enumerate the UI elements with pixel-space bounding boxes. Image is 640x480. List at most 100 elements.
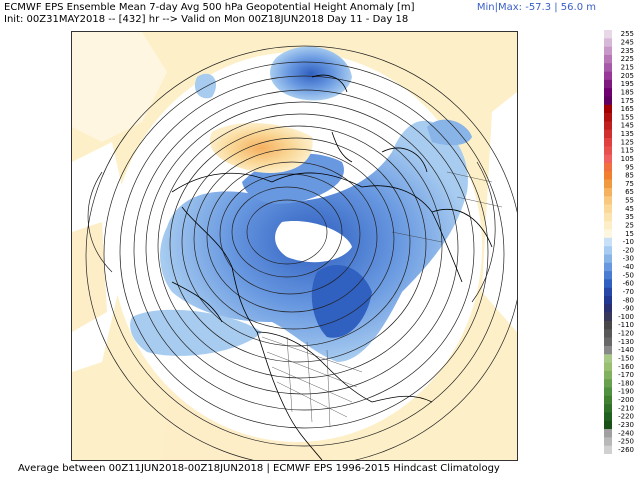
colorbar-swatch (604, 237, 612, 247)
colorbar-label: -120 (618, 330, 634, 338)
colorbar-swatch (604, 287, 612, 297)
colorbar-swatch (604, 312, 612, 322)
colorbar-label: -210 (618, 404, 634, 412)
colorbar-label: 45 (625, 205, 634, 213)
colorbar-label: 235 (621, 47, 634, 55)
colorbar-label: 95 (625, 163, 634, 171)
colorbar-swatch (604, 138, 612, 147)
colorbar-swatch (604, 445, 612, 454)
colorbar-swatch (604, 96, 612, 106)
colorbar-label: -240 (618, 429, 634, 437)
colorbar-swatch (604, 71, 612, 81)
colorbar-label: -230 (618, 421, 634, 429)
colorbar-label: 245 (621, 39, 634, 47)
colorbar-swatch (604, 429, 612, 438)
colorbar-swatch (604, 129, 612, 139)
colorbar-label: 35 (625, 213, 634, 221)
colorbar-label: -80 (623, 296, 634, 304)
colorbar-label: -220 (618, 413, 634, 421)
colorbar-swatch (604, 179, 612, 189)
colorbar-swatch (604, 104, 612, 114)
map-subtitle: Init: 00Z31MAY2018 -- [432] hr --> Valid… (4, 14, 409, 25)
colorbar-swatch (604, 262, 612, 272)
colorbar-swatch (604, 88, 612, 97)
colorbar-label: 75 (625, 180, 634, 188)
colorbar-swatch (604, 113, 612, 122)
colorbar-swatch (604, 345, 612, 355)
cold-anomaly-region (427, 119, 472, 146)
colorbar-swatch (604, 370, 612, 380)
colorbar-label: -50 (623, 271, 634, 279)
colorbar-label: -60 (623, 280, 634, 288)
colorbar-label: -140 (618, 346, 634, 354)
colorbar-swatch (604, 279, 612, 289)
colorbar-swatch (604, 379, 612, 388)
colorbar-swatch (604, 362, 612, 372)
colorbar-swatch (604, 437, 612, 446)
polar-stereographic-map (71, 31, 518, 461)
colorbar-label: -110 (618, 321, 634, 329)
colorbar-label: 205 (621, 72, 634, 80)
colorbar-label: -200 (618, 396, 634, 404)
map-canvas (72, 32, 517, 460)
colorbar-swatch (604, 79, 612, 89)
colorbar-label: -100 (618, 313, 634, 321)
colorbar-label: -30 (623, 255, 634, 263)
colorbar-swatch (604, 212, 612, 222)
colorbar-label: -170 (618, 371, 634, 379)
colorbar-swatch (604, 412, 612, 422)
colorbar-swatch (604, 204, 612, 214)
colorbar-swatch (604, 337, 612, 347)
warm-anomaly-region (209, 122, 313, 173)
height-contours (85, 45, 517, 460)
colorbar-label: -130 (618, 338, 634, 346)
colorbar-label: -190 (618, 388, 634, 396)
colorbar-swatch (604, 404, 612, 413)
colorbar-label: -10 (623, 238, 634, 246)
cold-anomaly-region (311, 264, 372, 338)
anomaly-colorbar: 2552452352252152051951851751651551451351… (604, 30, 634, 454)
colorbar-swatch (604, 196, 612, 205)
coastlines (171, 74, 493, 460)
colorbar-swatch (604, 154, 612, 164)
colorbar-label: -150 (618, 354, 634, 362)
colorbar-swatch (604, 420, 612, 430)
colorbar-label: 165 (621, 105, 634, 113)
colorbar-label: 65 (625, 188, 634, 196)
colorbar-label: 55 (625, 197, 634, 205)
political-borders (261, 171, 503, 428)
cold-anomaly-region (270, 46, 352, 101)
colorbar-swatch (604, 187, 612, 197)
colorbar-label: -70 (623, 288, 634, 296)
colorbar-swatch (604, 163, 612, 172)
colorbar-label: 185 (621, 88, 634, 96)
colorbar-swatch (604, 304, 612, 313)
colorbar-swatch (604, 320, 612, 330)
colorbar-swatch (604, 229, 612, 239)
colorbar-swatch (604, 146, 612, 155)
colorbar-label: 105 (621, 155, 634, 163)
colorbar-swatch (604, 221, 612, 230)
colorbar-label: 255 (621, 30, 634, 38)
colorbar-label: 225 (621, 55, 634, 63)
colorbar-label: 195 (621, 80, 634, 88)
colorbar-swatch (604, 63, 612, 72)
colorbar-swatch (604, 54, 612, 64)
warm-anomaly-region (72, 222, 107, 332)
colorbar-swatch (604, 121, 612, 131)
colorbar-label: -40 (623, 263, 634, 271)
colorbar-label: 135 (621, 130, 634, 138)
colorbar-swatch (604, 329, 612, 338)
colorbar-swatch (604, 171, 612, 180)
colorbar-swatch (604, 246, 612, 255)
colorbar-label: -20 (623, 246, 634, 254)
colorbar-label: 125 (621, 138, 634, 146)
colorbar-label: -260 (618, 446, 634, 454)
colorbar-label: 25 (625, 221, 634, 229)
colorbar-label: 215 (621, 63, 634, 71)
colorbar-swatch (604, 46, 612, 56)
colorbar-label: 15 (625, 230, 634, 238)
colorbar-label: 145 (621, 122, 634, 130)
colorbar-swatch (604, 271, 612, 280)
colorbar-label: 155 (621, 113, 634, 121)
